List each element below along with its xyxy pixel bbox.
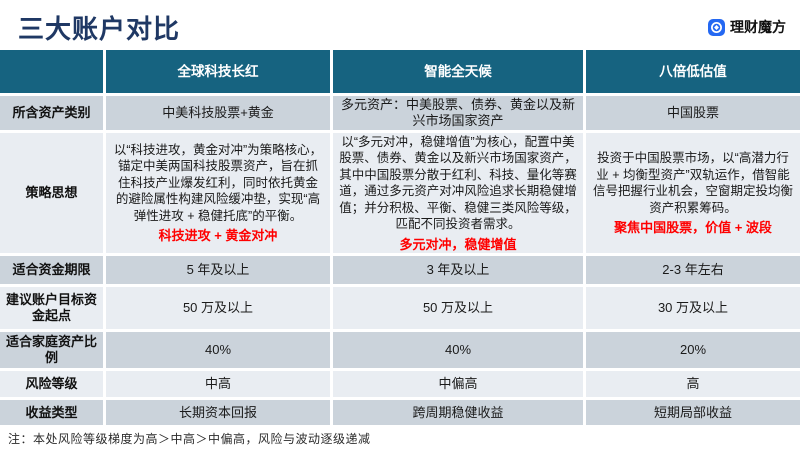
strategy-highlight-3: 聚焦中国股票，价值 + 波段 [614, 220, 772, 235]
cell-return-type-3: 短期局部收益 [586, 400, 800, 425]
cell-strategy-3: 投资于中国股票市场，以“高潜力行业 + 均衡型资产”双轨运作，借智能信号把握行业… [586, 133, 800, 253]
cell-risk-level-2: 中偏高 [333, 371, 583, 397]
cell-return-type-1: 长期资本回报 [106, 400, 330, 425]
column-header-all-weather: 智能全天候 [333, 50, 583, 93]
row-label-horizon: 适合资金期限 [0, 256, 103, 284]
brand-name: 理财魔方 [730, 19, 786, 35]
row-label-asset-classes: 所含资产类别 [0, 96, 103, 130]
row-label-risk-level: 风险等级 [0, 371, 103, 397]
footnote: 注：本处风险等级梯度为高＞中高＞中偏高，风险与波动逐级递减 [8, 432, 371, 446]
cell-asset-ratio-3: 20% [586, 332, 800, 368]
strategy-text-1: 以“科技进攻，黄金对冲”为策略核心，锚定中美两国科技股票资产，旨在抓住科技产业爆… [113, 142, 323, 223]
cell-strategy-2: 以“多元对冲，稳健增值”为核心，配置中美股票、债券、黄金以及新兴市场国家资产，其… [333, 133, 583, 253]
row-label-return-type: 收益类型 [0, 400, 103, 425]
cell-risk-level-3: 高 [586, 371, 800, 397]
cell-strategy-1: 以“科技进攻，黄金对冲”为策略核心，锚定中美两国科技股票资产，旨在抓住科技产业爆… [106, 133, 330, 253]
table-corner-cell [0, 50, 103, 93]
column-header-global-tech: 全球科技长红 [106, 50, 330, 93]
strategy-highlight-1: 科技进攻 + 黄金对冲 [158, 228, 278, 244]
row-label-min-capital: 建议账户目标资金起点 [0, 287, 103, 329]
cell-risk-level-1: 中高 [106, 371, 330, 397]
licaimofang-logo-icon [708, 18, 725, 36]
cell-horizon-3: 2-3 年左右 [586, 256, 800, 284]
cell-asset-classes-1: 中美科技股票+黄金 [106, 96, 330, 130]
page-title: 三大账户对比 [18, 13, 181, 44]
column-header-undervalued: 八倍低估值 [586, 50, 800, 93]
cell-min-capital-2: 50 万及以上 [333, 287, 583, 329]
cell-asset-classes-2: 多元资产：中美股票、债券、黄金以及新兴市场国家资产 [333, 96, 583, 130]
cell-asset-classes-3: 中国股票 [586, 96, 800, 130]
cell-return-type-2: 跨周期稳健收益 [333, 400, 583, 425]
strategy-text-2: 以“多元对冲，稳健增值”为核心，配置中美股票、债券、黄金以及新兴市场国家资产，其… [339, 134, 577, 232]
cell-horizon-1: 5 年及以上 [106, 256, 330, 284]
comparison-table: 全球科技长红 智能全天候 八倍低估值 所含资产类别 中美科技股票+黄金 多元资产… [0, 50, 800, 425]
cell-min-capital-1: 50 万及以上 [106, 287, 330, 329]
cell-asset-ratio-1: 40% [106, 332, 330, 368]
strategy-text-3: 投资于中国股票市场，以“高潜力行业 + 均衡型资产”双轨运作，借智能信号把握行业… [592, 151, 793, 215]
cell-min-capital-3: 30 万及以上 [586, 287, 800, 329]
row-label-strategy: 策略思想 [0, 133, 103, 253]
cell-horizon-2: 3 年及以上 [333, 256, 583, 284]
strategy-highlight-2: 多元对冲，稳健增值 [399, 236, 517, 252]
top-bar: 三大账户对比 理财魔方 [0, 0, 800, 50]
row-label-asset-ratio: 适合家庭资产比例 [0, 332, 103, 368]
brand-logo: 理财魔方 [708, 17, 786, 37]
cell-asset-ratio-2: 40% [333, 332, 583, 368]
